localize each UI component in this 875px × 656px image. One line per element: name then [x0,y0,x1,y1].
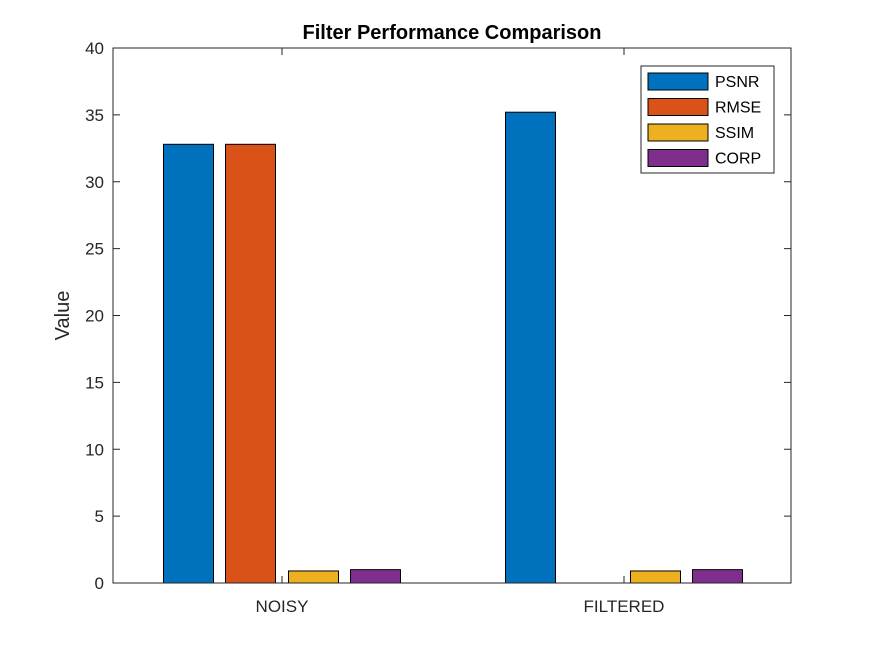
legend-swatch-ssim [647,123,709,142]
legend-swatch-psnr [647,72,709,91]
y-tick-label: 40 [85,39,104,58]
y-tick-label: 25 [85,240,104,259]
y-tick-label: 0 [95,574,104,593]
chart-title: Filter Performance Comparison [303,22,602,44]
legend-label-rmse: RMSE [715,100,761,117]
bar-corp-filtered [692,569,743,584]
legend-label-ssim: SSIM [715,125,754,142]
x-tick-label: NOISY [256,597,309,616]
legend-swatch-rmse [647,98,709,116]
bar-ssim-filtered [630,570,681,584]
y-tick-label: 10 [85,440,104,459]
x-tick-label: FILTERED [584,597,665,616]
legend: PSNR RMSE SSIM CORP [640,65,775,174]
y-tick-label: 35 [85,106,104,125]
axes-frame [112,47,792,584]
y-tick-label: 30 [85,173,104,192]
y-axis-label: Value [52,291,74,341]
bar-rmse-noisy [225,143,276,584]
y-tick-label: 15 [85,373,104,392]
bar-psnr-noisy [163,143,214,584]
legend-label-corp: CORP [715,151,761,168]
bar-psnr-filtered [505,111,556,584]
legend-swatch-corp [647,149,709,167]
y-tick-label: 5 [95,507,104,526]
bar-corp-noisy [350,569,401,584]
legend-label-psnr: PSNR [715,74,759,91]
y-tick-label: 20 [85,307,104,326]
bar-ssim-noisy [288,570,339,584]
